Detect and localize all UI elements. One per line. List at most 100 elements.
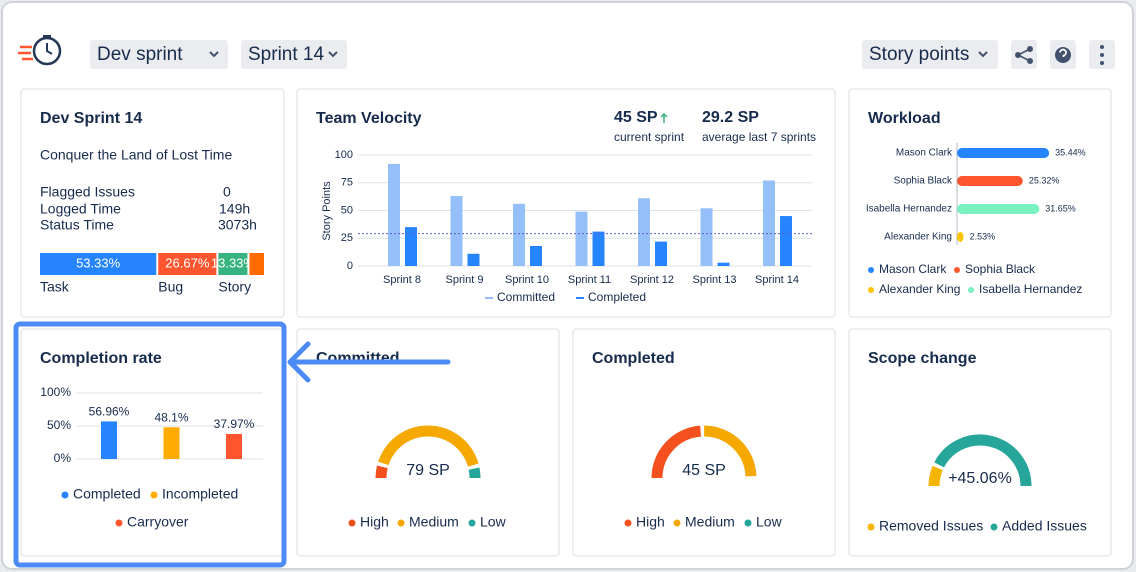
legend-label: Committed [497,290,555,304]
legend-dot [115,519,123,527]
gauge-value: 79 SP [406,462,450,479]
bar [450,196,463,266]
share-button[interactable] [1011,40,1037,69]
legend-dot [397,519,405,527]
legend-dot [968,287,974,293]
bar [226,433,242,459]
value-label: 56.96% [89,405,130,419]
x-tick-label: Sprint 11 [568,274,611,286]
segment-category: Task [40,279,70,295]
bar [592,231,605,266]
category-label: Sophia Black [894,176,953,187]
highlight-box [13,321,287,568]
more-icon [1100,45,1104,65]
value-label: 35.44% [1055,147,1086,157]
stat-value: 0 [223,184,231,200]
completed-card [572,328,836,557]
legend-label: Completed [588,290,646,304]
caret [209,51,219,58]
legend-dot [150,491,158,499]
x-tick-label: Sprint 9 [446,274,484,286]
gauge-segment [375,465,388,479]
gauge-segment [378,425,479,467]
stat-value: 3073h [218,217,257,233]
gauge-segment [651,425,702,479]
help-glyph [1059,48,1067,57]
subtitle: Conquer the Land of Lost Time [40,147,232,163]
segment-category: Story [218,279,251,295]
y-tick-label: 0% [54,451,72,465]
value-label: 48.1% [154,410,188,424]
value-label: 25.32% [1029,175,1060,185]
workload-card [848,88,1112,318]
gauge-segment [928,465,943,487]
bar [405,227,417,266]
legend-dot [867,523,875,531]
card-title: Dev Sprint 14 [40,110,142,127]
legend-label: Low [480,514,507,530]
bar [957,232,964,242]
legend-label: Added Issues [1002,518,1087,534]
bar [638,198,650,266]
legend-label: High [636,514,665,530]
stat-label: current sprint [614,130,685,144]
legend-dot [868,287,874,293]
bar [575,211,588,266]
legend-dot [468,519,476,527]
measure-dropdown-label[interactable]: Story points [869,44,969,65]
annotation [13,321,451,568]
legend-dot [348,519,356,527]
bar [957,176,1023,186]
x-tick-label: Sprint 8 [383,274,421,286]
arrow [287,341,451,383]
segment-label: 13.33% [211,255,256,270]
legend-label: High [360,514,389,530]
logo [18,35,62,66]
gauge-value: +45.06% [948,470,1012,487]
category-label: Mason Clark [896,148,953,159]
stat-label: Status Time [40,217,114,233]
value-label: 2.53% [970,231,996,241]
sprint-dropdown-label[interactable]: Sprint 14 [248,44,324,65]
legend-dot [624,519,632,527]
breakdown-segment [158,253,217,275]
bar [957,148,1050,158]
card-title: Committed [316,350,400,367]
bar [717,262,730,266]
bar [780,216,792,266]
board-dropdown[interactable] [90,40,228,69]
gauge-segment [468,467,481,479]
y-tick-label: 100 [335,149,353,161]
legend-label: Completed [73,486,141,502]
bar [513,203,525,266]
x-tick-label: Sprint 13 [692,274,736,286]
gauge-segment [934,434,1032,487]
stat-value: 149h [219,201,250,217]
y-axis-label: Story Points [321,181,333,241]
bar [163,427,180,459]
legend-dot [990,523,998,531]
card-title: Completed [592,350,675,367]
sprint-dropdown[interactable] [241,40,347,69]
bar [101,421,117,459]
x-tick-label: Sprint 12 [630,274,674,286]
bar [957,204,1040,214]
y-tick-label: 75 [341,177,353,189]
y-tick-label: 50 [341,204,353,216]
measure-dropdown[interactable] [862,40,998,69]
card-title: Scope change [868,350,977,367]
bar [700,208,713,266]
bar [388,163,400,266]
gauge-segment [703,425,757,477]
card-title: Completion rate [40,350,162,367]
segment-label: 53.33% [76,255,121,270]
x-tick-label: Sprint 14 [755,274,799,286]
stat-value: 45 SP [614,109,658,126]
legend-label: Medium [685,514,735,530]
caret [328,51,338,58]
board-dropdown-label[interactable]: Dev sprint [97,44,183,65]
bar [655,241,667,266]
bar [467,253,480,266]
